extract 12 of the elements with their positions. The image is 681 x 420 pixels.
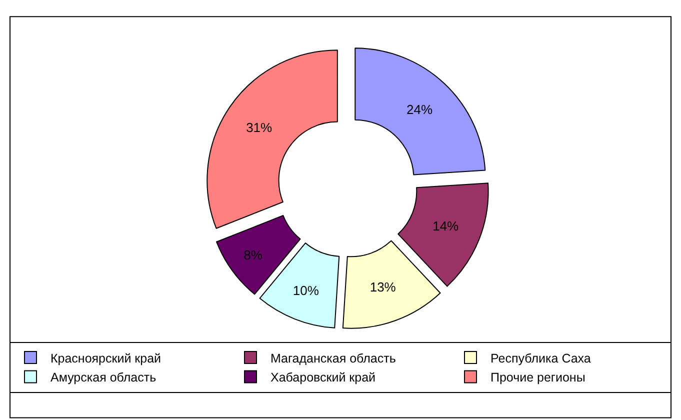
legend-label: Красноярский край [50,351,162,366]
legend-label: Амурская область [50,370,156,385]
legend-label: Республика Саха [490,351,591,366]
legend-label: Прочие регионы [490,370,586,385]
data-label: 10% [292,282,320,298]
data-label: 31% [246,120,273,135]
legend-label: Хабаровский край [270,370,376,385]
data-label: 8% [244,248,263,263]
legend-label: Магаданская область [270,351,396,366]
data-label: 14% [432,218,460,234]
data-label: 24% [406,102,434,118]
data-label: 13% [370,279,396,294]
